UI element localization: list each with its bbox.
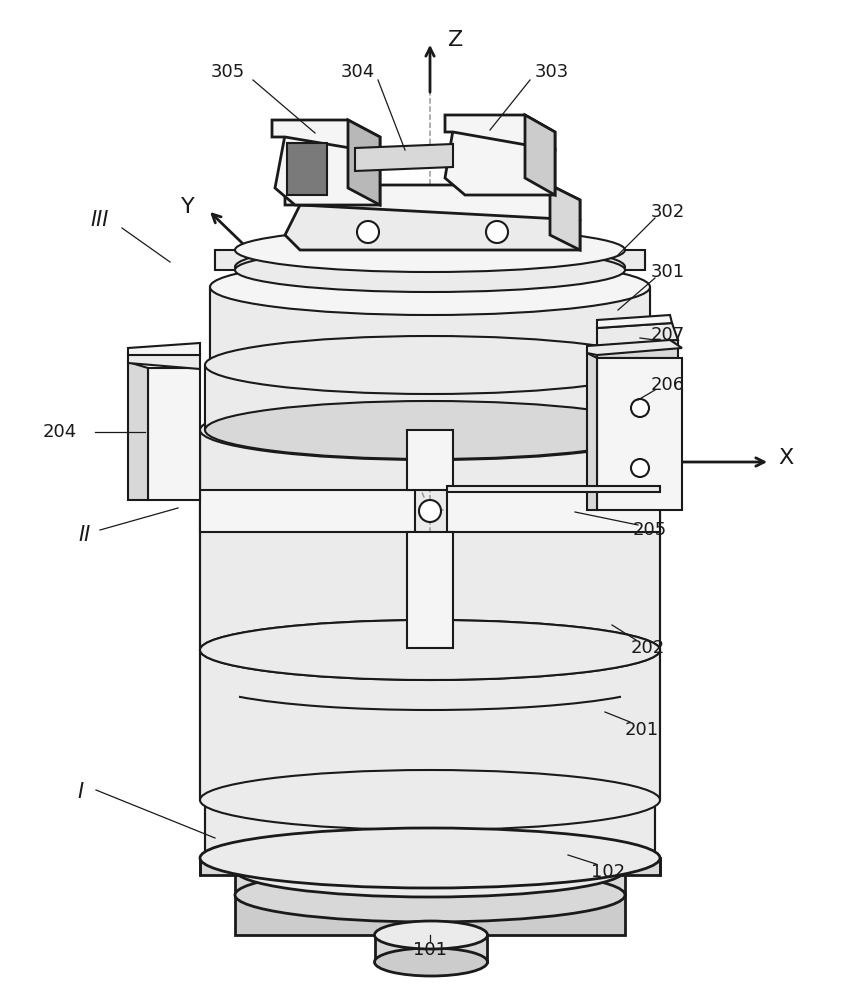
Polygon shape [235, 870, 625, 895]
Polygon shape [285, 205, 580, 250]
Ellipse shape [235, 228, 625, 272]
Ellipse shape [374, 921, 487, 949]
Polygon shape [447, 486, 660, 492]
Polygon shape [287, 143, 327, 195]
Text: I: I [77, 782, 83, 802]
Polygon shape [375, 935, 487, 962]
Ellipse shape [205, 771, 655, 829]
Ellipse shape [200, 620, 660, 680]
Text: 201: 201 [625, 721, 659, 739]
Text: X: X [778, 448, 794, 468]
Text: III: III [91, 210, 109, 230]
Polygon shape [587, 340, 682, 355]
Text: 301: 301 [651, 263, 685, 281]
Polygon shape [200, 858, 660, 875]
Ellipse shape [200, 770, 660, 830]
Text: 304: 304 [341, 63, 375, 81]
Ellipse shape [205, 829, 655, 887]
Ellipse shape [210, 259, 650, 315]
Polygon shape [272, 120, 380, 153]
Polygon shape [148, 368, 200, 500]
Text: 303: 303 [535, 63, 569, 81]
Text: 206: 206 [651, 376, 685, 394]
Polygon shape [407, 430, 453, 490]
Polygon shape [200, 650, 660, 800]
Polygon shape [447, 490, 660, 532]
Polygon shape [407, 532, 453, 648]
Ellipse shape [235, 243, 625, 291]
Polygon shape [128, 354, 200, 369]
Polygon shape [235, 895, 625, 935]
Polygon shape [200, 430, 660, 650]
Polygon shape [285, 185, 580, 220]
Polygon shape [128, 343, 200, 355]
Text: 101: 101 [413, 941, 447, 959]
Circle shape [631, 459, 649, 477]
Polygon shape [215, 250, 645, 270]
Ellipse shape [235, 868, 625, 922]
Text: 202: 202 [631, 639, 665, 657]
Ellipse shape [210, 337, 650, 393]
Polygon shape [355, 144, 453, 171]
Ellipse shape [200, 620, 660, 680]
Text: 204: 204 [43, 423, 77, 441]
Circle shape [631, 399, 649, 417]
Polygon shape [348, 120, 380, 205]
Ellipse shape [235, 248, 625, 292]
Polygon shape [200, 490, 415, 532]
Text: Y: Y [181, 197, 195, 217]
Text: II: II [79, 525, 91, 545]
Text: Z: Z [448, 30, 463, 50]
Text: 205: 205 [633, 521, 668, 539]
Ellipse shape [235, 843, 625, 897]
Polygon shape [597, 315, 672, 328]
Polygon shape [445, 130, 555, 195]
Ellipse shape [200, 400, 660, 460]
Ellipse shape [205, 401, 655, 459]
Circle shape [486, 221, 508, 243]
Text: 207: 207 [651, 326, 686, 344]
Circle shape [419, 500, 441, 522]
Polygon shape [597, 323, 678, 346]
Circle shape [357, 221, 379, 243]
Polygon shape [275, 135, 380, 205]
Polygon shape [210, 287, 650, 365]
Text: 302: 302 [651, 203, 686, 221]
Text: 305: 305 [211, 63, 245, 81]
Ellipse shape [200, 828, 660, 888]
Polygon shape [597, 358, 682, 510]
Ellipse shape [374, 948, 487, 976]
Polygon shape [128, 362, 148, 500]
Polygon shape [587, 353, 597, 510]
Polygon shape [205, 800, 655, 858]
Ellipse shape [205, 336, 655, 394]
Polygon shape [205, 365, 655, 430]
Polygon shape [550, 185, 580, 250]
Text: 102: 102 [591, 863, 625, 881]
Polygon shape [525, 115, 555, 195]
Polygon shape [597, 340, 678, 358]
Polygon shape [445, 115, 555, 150]
